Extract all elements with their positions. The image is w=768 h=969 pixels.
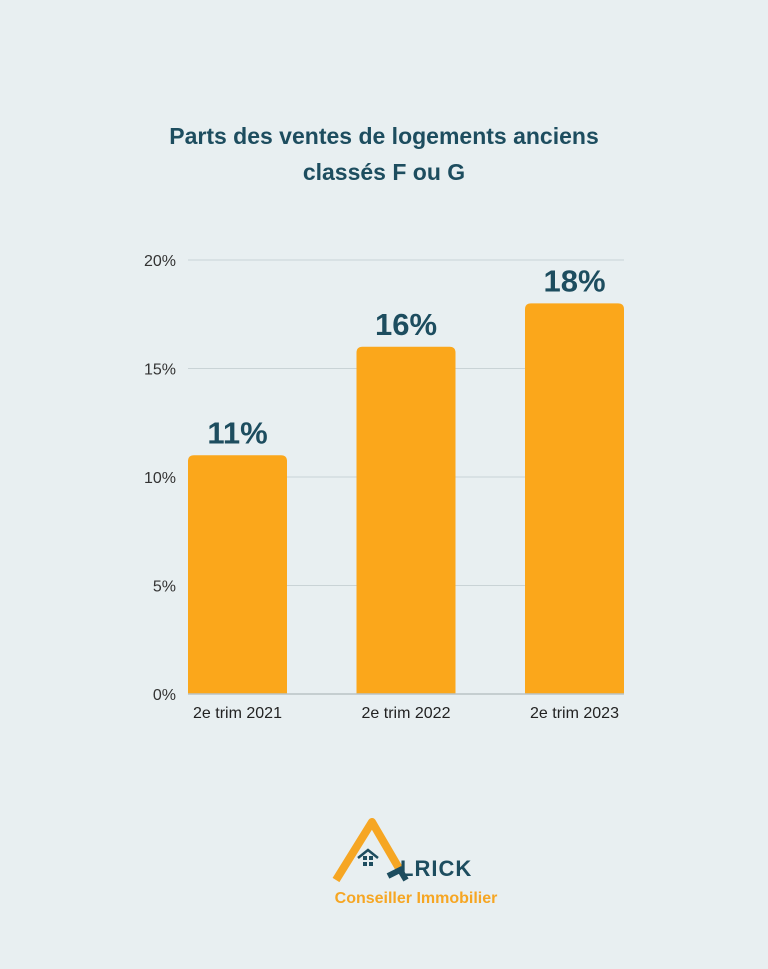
chart-title-line-2: classés F ou G bbox=[302, 159, 466, 185]
x-tick-label-1: 2e trim 2022 bbox=[362, 705, 451, 722]
y-tick-label-10: 10% bbox=[144, 470, 176, 487]
logo-subtitle: Conseiller Immobilier bbox=[334, 890, 498, 907]
data-label-2: 18% bbox=[543, 263, 605, 298]
bar-2 bbox=[525, 303, 624, 694]
data-label-0: 11% bbox=[207, 415, 267, 450]
y-tick-label-20: 20% bbox=[144, 253, 176, 270]
x-tick-label-0: 2e trim 2021 bbox=[193, 705, 282, 722]
y-tick-label-0: 0% bbox=[153, 687, 176, 704]
chart-title: Parts des ventes de logements anciens cl… bbox=[0, 118, 768, 190]
bar-1 bbox=[356, 346, 456, 694]
alrick-logo: LRICK Conseiller Immobilier bbox=[326, 818, 516, 918]
bar-0 bbox=[188, 455, 287, 694]
y-tick-label-15: 15% bbox=[144, 362, 176, 379]
logo-wordmark: LRICK bbox=[400, 856, 473, 881]
house-triangle-icon bbox=[332, 818, 409, 883]
x-tick-label-2: 2e trim 2023 bbox=[530, 705, 619, 722]
y-tick-label-5: 5% bbox=[153, 579, 176, 596]
bar-chart: 0% 5% 10% 15% 20% 11% 2e trim 2021 16% 2e trim 2… bbox=[144, 253, 624, 722]
data-label-1: 16% bbox=[375, 307, 437, 342]
chart-title-line-1: Parts des ventes de logements anciens bbox=[169, 123, 599, 149]
